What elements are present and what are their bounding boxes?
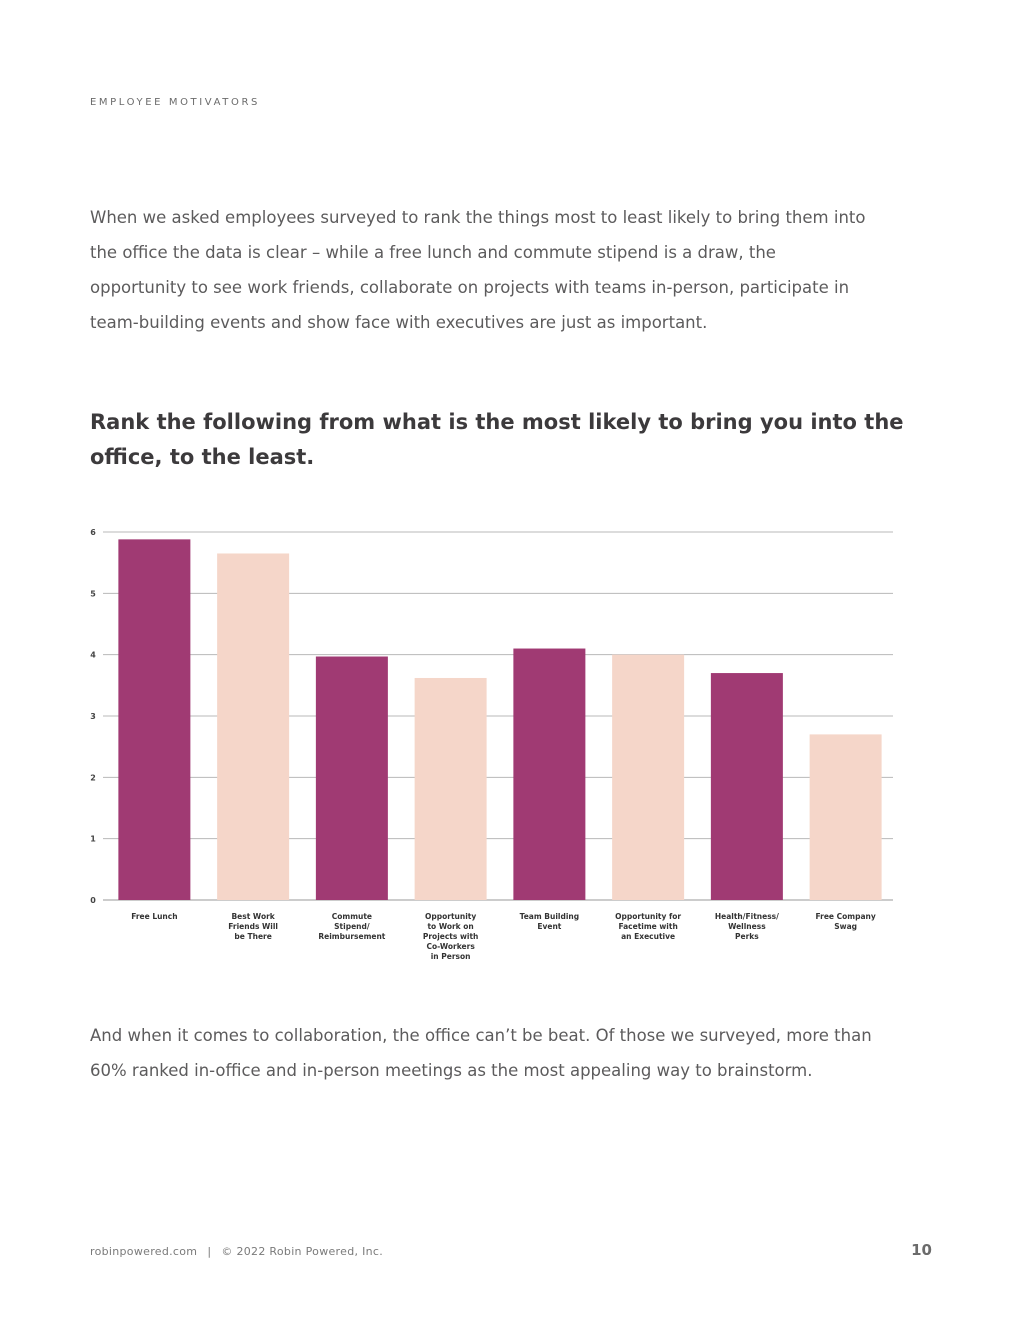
- outro-paragraph: And when it comes to collaboration, the …: [90, 1026, 872, 1080]
- chart-question-heading: Rank the following from what is the most…: [90, 410, 904, 469]
- page-number: 10: [911, 1241, 932, 1259]
- x-tick-label: Opportunity for Facetime with an Executive: [615, 912, 681, 941]
- x-tick-label: Best Work Friends Will be There: [228, 912, 278, 941]
- y-tick-label: 3: [90, 712, 96, 721]
- footer-separator: |: [207, 1245, 212, 1258]
- y-tick-label: 4: [90, 651, 96, 660]
- footer-copyright: © 2022 Robin Powered, Inc.: [221, 1245, 384, 1258]
- x-tick-label: Free Company Swag: [815, 912, 875, 931]
- bar-7: [710, 673, 783, 900]
- footer-website: robinpowered.com: [90, 1245, 198, 1258]
- x-tick-label: Team Building Event: [520, 912, 580, 931]
- bar-2: [217, 553, 290, 900]
- y-tick-label: 0: [90, 896, 96, 905]
- bar-chart: 0 1 2 3 4 5 6 Free Lunch Best Work Friends Will be…: [90, 528, 893, 961]
- y-tick-label: 6: [90, 528, 96, 537]
- footer: robinpowered.com | © 2022 Robin Powered, I…: [90, 1245, 383, 1258]
- bar-4: [414, 677, 487, 900]
- x-tick-label: Health/Fitness/Wellness Perks: [715, 912, 779, 941]
- x-tick-label: Opportunity to Work on Projects with Co-Wor…: [423, 912, 479, 961]
- bar-5: [513, 648, 586, 900]
- bar-1: [118, 539, 191, 900]
- y-tick-label: 5: [90, 589, 96, 598]
- x-tick-label: Commute Stipend/Reimbursement: [318, 912, 385, 941]
- intro-paragraph: When we asked employees surveyed to rank…: [90, 208, 866, 332]
- y-tick-label: 2: [90, 773, 96, 782]
- bar-3: [315, 656, 388, 900]
- x-tick-label: Free Lunch: [131, 912, 177, 921]
- y-tick-label: 1: [90, 835, 96, 844]
- bar-8: [809, 734, 882, 900]
- section-label: EMPLOYEE MOTIVATORS: [90, 97, 260, 108]
- bar-6: [612, 654, 685, 900]
